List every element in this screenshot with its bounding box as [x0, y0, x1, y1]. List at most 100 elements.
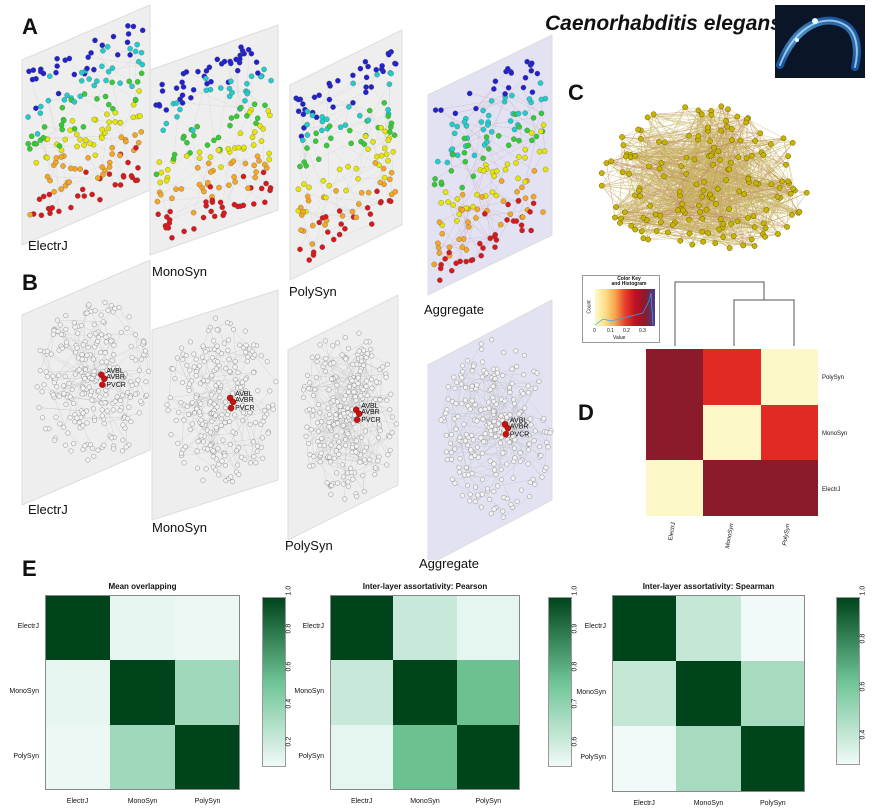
network-node	[678, 163, 684, 169]
network-node	[613, 204, 619, 211]
heatmap-cell	[393, 725, 457, 790]
network-node	[647, 202, 654, 209]
network-node	[726, 245, 733, 251]
network-node	[743, 155, 750, 162]
network-node	[623, 153, 629, 160]
heatmap-cell	[330, 660, 394, 725]
network-node	[608, 158, 615, 165]
heatmap-row-label: MonoSyn	[294, 687, 324, 695]
network-node	[699, 193, 705, 200]
network-node	[635, 126, 642, 133]
panel-a-layer-2	[289, 29, 403, 281]
network-node	[762, 234, 768, 240]
network-node	[707, 138, 714, 144]
network-node	[695, 133, 702, 140]
network-node	[768, 141, 774, 147]
network-node	[598, 182, 605, 189]
panel-d-heatmap	[646, 349, 818, 516]
network-node	[776, 185, 783, 191]
colorbar-tick-label: 0.7	[571, 699, 579, 709]
network-node	[784, 224, 790, 230]
network-node	[685, 217, 692, 223]
heatmap-cell	[612, 726, 677, 792]
network-node	[664, 229, 671, 236]
network-node	[661, 139, 668, 146]
heatmap-row-label: PolySyn	[298, 752, 324, 760]
heatmap-cell	[45, 595, 110, 660]
heatmap-cell	[456, 725, 520, 790]
network-node	[682, 104, 688, 111]
colorbar-tick-label: 0.8	[571, 661, 579, 672]
highlight-label: PVCR	[235, 405, 254, 412]
heatmap-d-cell	[760, 404, 818, 461]
heatmap-cell	[330, 725, 394, 790]
network-node	[787, 190, 794, 197]
heatmap-col-label: MonoSyn	[410, 798, 440, 805]
heatmap-row-label: ElectrJ	[302, 622, 324, 630]
highlight-label: AVBL	[361, 403, 378, 410]
network-node	[621, 209, 628, 216]
network-node	[703, 206, 710, 213]
network-node	[783, 161, 789, 168]
heatmap-frame	[330, 595, 520, 790]
panel-a-label-electrj: ElectrJ	[28, 238, 68, 253]
network-node	[743, 119, 750, 126]
heatmap-colorbar	[262, 597, 286, 767]
panel-b-label-electrj: ElectrJ	[28, 502, 68, 517]
heatmap-row-label: MonoSyn	[9, 687, 39, 695]
heatmap-col-label: ElectrJ	[66, 798, 89, 805]
colorbar-tick-label: 0.4	[285, 699, 293, 709]
network-node	[724, 123, 731, 130]
highlight-label: AVBL	[510, 417, 527, 424]
heatmap-cell	[110, 660, 175, 725]
color-key-tick-1: 0.1	[607, 328, 614, 334]
network-node	[757, 130, 764, 137]
heatmap-d-cell	[703, 404, 761, 461]
heatmap-cell	[676, 660, 741, 727]
network-node	[728, 159, 734, 166]
network-node	[753, 180, 759, 187]
highlight-node	[504, 425, 512, 432]
network-node	[715, 148, 722, 155]
highlight-node	[227, 404, 235, 412]
network-node	[676, 188, 683, 195]
network-node	[737, 137, 744, 144]
network-node	[645, 236, 652, 243]
heatmap-cell	[456, 595, 520, 660]
highlight-node	[229, 398, 237, 406]
network-node	[683, 154, 690, 161]
panel-a-multilayer-colored	[21, 4, 553, 296]
network-node	[745, 176, 752, 182]
network-node	[697, 208, 703, 215]
network-node	[723, 118, 729, 124]
network-node	[723, 177, 729, 183]
network-node	[736, 188, 743, 195]
color-key-tick-3: 0.3	[639, 328, 646, 334]
network-node	[658, 160, 665, 166]
heatmap-cell	[393, 595, 457, 660]
network-node	[789, 211, 795, 218]
network-node	[710, 161, 716, 168]
network-node	[749, 152, 755, 159]
heatmap-d-cell	[703, 349, 761, 405]
heatmap-cell	[330, 595, 394, 660]
network-node	[748, 236, 755, 243]
network-node	[709, 195, 716, 202]
panel-a-layer-0	[21, 4, 151, 246]
network-node	[698, 111, 705, 118]
network-node	[699, 229, 706, 235]
network-node	[603, 160, 610, 166]
highlight-label: AVBL	[106, 368, 123, 375]
network-node	[635, 187, 642, 194]
panel-d-color-key: Color Key and Histogram Count 0 0.1 0.2 …	[582, 275, 660, 343]
network-node	[650, 111, 657, 118]
panel-c-aggregate-network	[598, 103, 810, 251]
panel-letter-c: C	[568, 80, 584, 105]
panel-b-label-monosyn: MonoSyn	[152, 520, 207, 535]
heatmap-cell	[175, 725, 240, 790]
network-node	[620, 142, 627, 149]
colorbar-tick-label: 0.4	[859, 729, 867, 740]
